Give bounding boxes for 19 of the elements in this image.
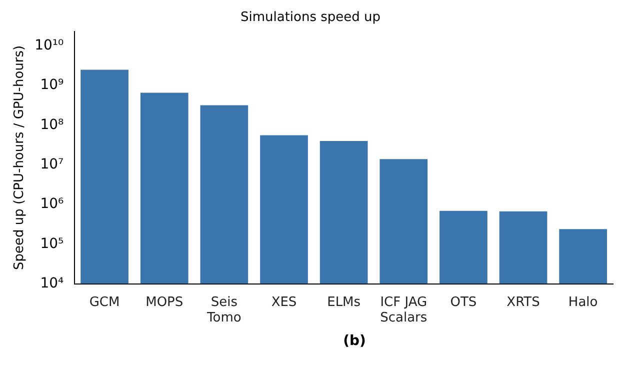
x-tick-label: ELMs — [327, 294, 361, 310]
x-tick-label: XES — [271, 294, 297, 310]
x-tick-label: OTS — [450, 294, 477, 310]
y-tick-label: 10⁶ — [40, 196, 64, 212]
y-tick-label: 10⁷ — [40, 156, 64, 173]
x-tick-label: ICF JAG Scalars — [380, 294, 428, 326]
y-tick-label: 10⁴ — [40, 275, 64, 292]
x-tick-label: Halo — [568, 294, 598, 310]
x-tick-label: Seis Tomo — [206, 294, 242, 326]
text: (b) — [342, 333, 367, 349]
y-tick-label: 10⁹ — [40, 77, 64, 94]
x-tick-label: XRTS — [506, 294, 540, 310]
x-tick-label: GCM — [89, 294, 120, 310]
chart-title: Simulations speed up — [240, 10, 381, 26]
x-tick-label: MOPS — [146, 294, 184, 310]
y-axis-title: Speed up (CPU-hours / GPU-hours) — [12, 45, 28, 270]
y-tick-label: 10⁸ — [40, 116, 64, 133]
y-tick-label: 10⁵ — [40, 236, 64, 252]
y-tick-label: 10¹⁰ — [34, 38, 64, 54]
